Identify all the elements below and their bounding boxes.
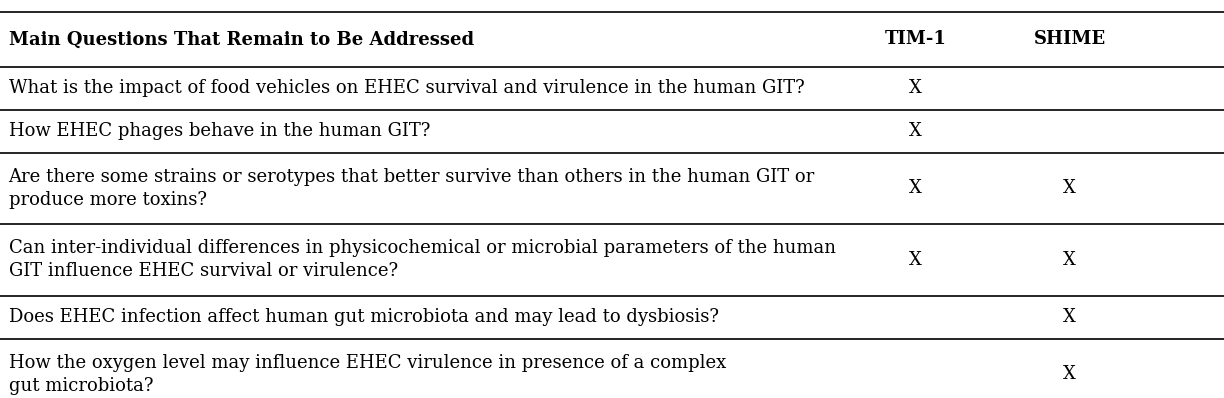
Text: How EHEC phages behave in the human GIT?: How EHEC phages behave in the human GIT? [9,122,430,140]
Text: How the oxygen level may influence EHEC virulence in presence of a complex
gut m: How the oxygen level may influence EHEC … [9,354,726,395]
Text: TIM-1: TIM-1 [885,31,946,49]
Text: X: X [1064,365,1076,383]
Text: What is the impact of food vehicles on EHEC survival and virulence in the human : What is the impact of food vehicles on E… [9,80,804,98]
Text: Are there some strains or serotypes that better survive than others in the human: Are there some strains or serotypes that… [9,168,815,209]
Text: Does EHEC infection affect human gut microbiota and may lead to dysbiosis?: Does EHEC infection affect human gut mic… [9,308,718,326]
Text: X: X [1064,179,1076,197]
Text: X: X [909,251,922,269]
Text: SHIME: SHIME [1034,31,1105,49]
Text: X: X [1064,251,1076,269]
Text: X: X [909,80,922,98]
Text: Can inter-individual differences in physicochemical or microbial parameters of t: Can inter-individual differences in phys… [9,240,836,280]
Text: Main Questions That Remain to Be Addressed: Main Questions That Remain to Be Address… [9,31,474,49]
Text: X: X [909,122,922,140]
Text: X: X [1064,308,1076,326]
Text: X: X [909,179,922,197]
